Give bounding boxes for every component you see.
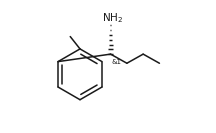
Text: NH$_2$: NH$_2$ (102, 11, 123, 25)
Text: &1: &1 (111, 59, 121, 65)
